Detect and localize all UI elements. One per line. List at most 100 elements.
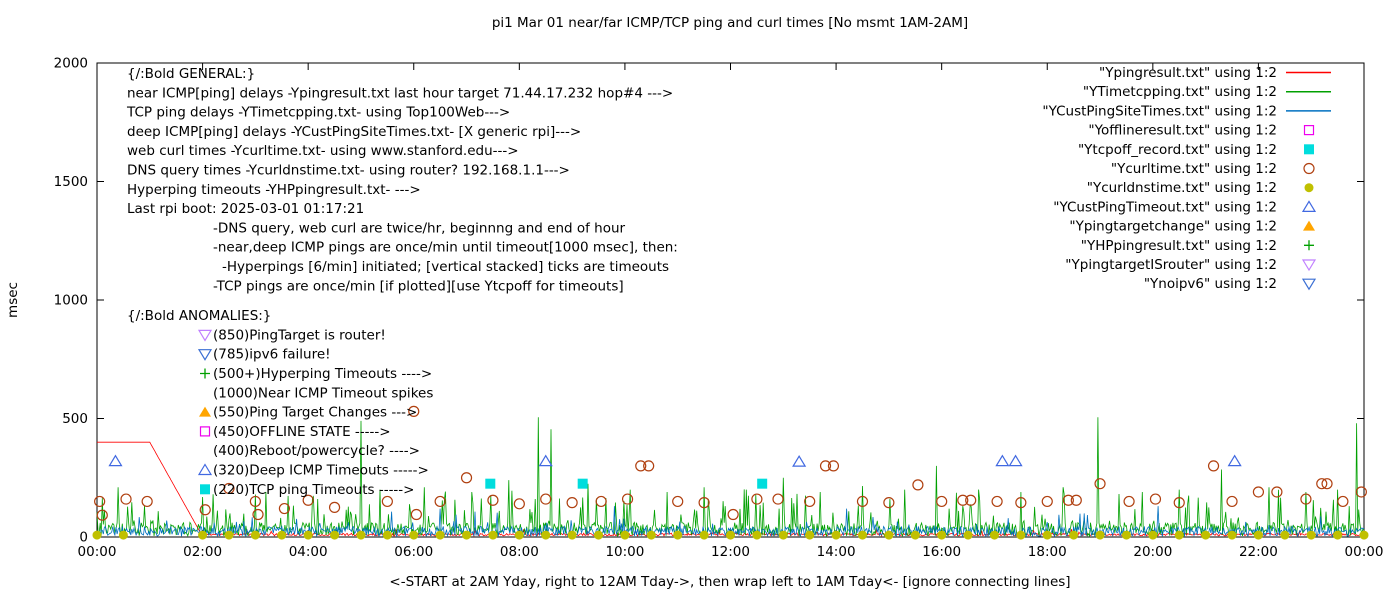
circle-filled-point (435, 530, 445, 540)
circle-filled-point (594, 530, 604, 540)
circle-filled-point (382, 530, 392, 540)
circle-filled-point (567, 530, 577, 540)
circle-filled-point (673, 530, 683, 540)
general-annotation-line: -TCP pings are once/min [if plotted][use… (213, 278, 624, 294)
anomaly-key-row: (785)ipv6 failure! (197, 347, 331, 363)
circle-open-point (540, 493, 552, 505)
x-tick-label: 18:00 (1028, 544, 1067, 560)
circle-open-point (727, 508, 739, 521)
x-tick-label: 16:00 (922, 544, 961, 560)
square-filled-point (577, 478, 588, 489)
x-tick-label: 06:00 (394, 544, 433, 560)
anomaly-tri-down-open-icon (197, 349, 213, 361)
x-tick-label: 04:00 (289, 544, 328, 560)
circle-open-point (1070, 494, 1082, 506)
general-annotation-line: -DNS query, web curl are twice/hr, begin… (213, 220, 626, 236)
circle-open-point (883, 497, 895, 509)
circle-open-point (460, 472, 473, 484)
legend-entry: "YpingtargetISrouter" using 1:2 (1065, 257, 1317, 273)
legend-entry: "Ycurltime.txt" using 1:2 (1111, 161, 1315, 177)
x-tick-label: 20:00 (1133, 544, 1172, 560)
circle-open-point (1173, 497, 1185, 509)
circle-open-point (635, 460, 647, 472)
circle-filled-point (224, 530, 234, 540)
circle-filled-point (1148, 530, 1158, 540)
tri-up-open-point (1008, 454, 1023, 467)
circle-filled-point (989, 530, 999, 540)
circle-open-point (410, 508, 422, 521)
circle-open-point (912, 479, 924, 491)
y-axis-label: msec (5, 282, 21, 318)
circle-filled-point (620, 530, 630, 540)
circle-open-point (434, 495, 446, 508)
circle-open-point (302, 494, 314, 506)
circle-open-point (698, 497, 710, 509)
anomaly-annotation-line: (320)Deep ICMP Timeouts -----> (213, 463, 429, 479)
anomaly-annotation-line: (450)OFFLINE STATE -----> (213, 424, 391, 440)
legend-label: "Ycurltime.txt" using 1:2 (1111, 161, 1277, 177)
anomaly-annotation-line: (400)Reboot/powercycle? ----> (213, 443, 420, 459)
circle-open-point (381, 495, 393, 508)
circle-open-point (1321, 478, 1333, 490)
circle-open-point (120, 493, 132, 505)
legend-label: "Ycurldnstime.txt" using 1:2 (1087, 180, 1277, 196)
x-tick-label: 08:00 (500, 544, 539, 560)
legend-entry: "Ycurldnstime.txt" using 1:2 (1087, 180, 1314, 196)
legend-entry: "Yofflineresult.txt" using 1:2 (1088, 123, 1315, 139)
legend-circle-filled-icon (1304, 183, 1314, 193)
anomaly-tri-up-open-icon (197, 463, 213, 476)
circle-open-point (1062, 494, 1074, 506)
circle-open-point (487, 494, 499, 506)
general-annotation-line: -near,deep ICMP pings are once/min until… (213, 240, 678, 256)
legend-label: "Yofflineresult.txt" using 1:2 (1088, 123, 1277, 139)
legend-label: "Ypingresult.txt" using 1:2 (1099, 65, 1277, 81)
anomaly-annotation-line: (1000)Near ICMP Timeout spikes (213, 385, 433, 401)
circle-filled-point (1333, 530, 1343, 540)
circle-filled-point (330, 530, 340, 540)
circle-filled-point (1095, 530, 1105, 540)
circle-open-point (566, 497, 578, 509)
circle-filled-point (937, 530, 947, 540)
circle-open-point (672, 495, 684, 508)
tri-up-open-point (995, 454, 1010, 467)
circle-open-point (1316, 478, 1328, 490)
general-annotation-line: Hyperping timeouts -YHPpingresult.txt- -… (127, 182, 421, 198)
circle-open-point (1226, 495, 1238, 508)
axis-ticks: 00:00 02:00 04:00 06:00 08:00 10:00 12:00 14:00… (54, 56, 1384, 560)
y-tick-label: 2000 (54, 56, 88, 72)
chart-title: pi1 Mar 01 near/far ICMP/TCP ping and cu… (492, 15, 968, 31)
legend-entry: "YCustPingSiteTimes.txt" using 1:2 (1042, 103, 1331, 119)
legend-label: "YCustPingSiteTimes.txt" using 1:2 (1042, 103, 1277, 119)
series--Ycurltime-txt-using-1-2 (94, 405, 1367, 521)
circle-filled-point (831, 530, 841, 540)
x-tick-label: 02:00 (183, 544, 222, 560)
circle-open-point (856, 495, 869, 508)
anomaly-key-row: (220)TCP ping Timeouts -----> (200, 482, 415, 498)
anomaly-key-row: (320)Deep ICMP Timeouts -----> (197, 463, 429, 479)
legend-entry: "Ytcpoff_record.txt" using 1:2 (1078, 142, 1314, 158)
circle-open-point (1355, 486, 1367, 498)
circle-filled-point (303, 530, 313, 540)
legend-label: "YCustPingTimeout.txt" using 1:2 (1053, 199, 1277, 215)
anomaly-annotation-line: (500+)Hyperping Timeouts ----> (213, 366, 432, 382)
circle-filled-point (514, 530, 524, 540)
circle-filled-point (910, 530, 920, 540)
circle-filled-point (726, 530, 735, 540)
square-filled-point (485, 478, 496, 489)
circle-open-point (1300, 493, 1312, 505)
legend-label: "Ytcpoff_record.txt" using 1:2 (1078, 142, 1277, 158)
legend-tri-down-open-icon (1301, 259, 1317, 272)
anomaly-annotation-line: (850)PingTarget is router! (213, 327, 386, 343)
circle-filled-point (646, 530, 656, 540)
legend-tri-up-open-icon (1301, 200, 1317, 212)
legend-square-filled-icon (1304, 144, 1314, 155)
x-tick-label: 22:00 (1239, 544, 1278, 560)
circle-filled-point (250, 530, 260, 540)
legend-square-open-icon (1303, 124, 1315, 136)
general-annotation-line: -Hyperpings [6/min] initiated; [vertical… (222, 259, 669, 275)
x-tick-label: 00:00 (78, 544, 117, 560)
anomaly-tri-up-filled-icon (199, 406, 211, 417)
circle-filled-point (963, 530, 973, 540)
circle-filled-point (1121, 530, 1131, 540)
